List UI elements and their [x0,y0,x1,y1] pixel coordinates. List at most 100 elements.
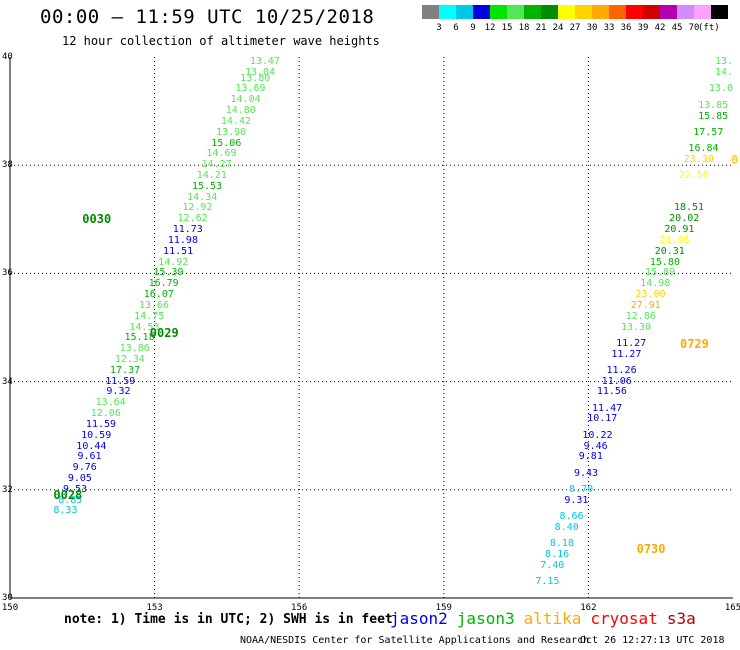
colorbar-swatch [626,5,643,19]
satellite-legend-altika: altika [523,609,582,628]
wave-height-point: 8.18 [549,537,574,549]
x-tick-label: 165 [724,603,740,613]
x-tick-label: 156 [291,603,308,613]
colorbar-label: 70 [688,23,700,33]
wave-height-point: 13.69 [235,83,266,95]
colorbar-label: 33 [603,23,615,33]
wave-height-point: 20.31 [654,245,685,257]
x-tick-label: 162 [580,603,597,613]
x-tick-label: 150 [1,603,19,613]
wave-height-point: 8.16 [545,548,570,560]
wave-height-point: 13. [714,56,733,68]
wave-height-point: 21.95 [659,234,690,246]
wave-height-point: 13.0 [708,83,733,95]
wave-height-point: 13.80 [240,72,271,84]
wave-height-point: 8.40 [554,521,579,533]
colorbar-label: 21 [535,23,547,33]
wave-height-point: 15.18 [124,332,155,344]
wave-height-point: 12.92 [182,202,213,214]
y-tick-label: 30 [2,593,13,603]
colorbar-swatch [507,5,524,19]
wave-height-point: 10.44 [76,440,107,452]
colorbar-swatch [422,5,439,19]
colorbar-swatch [558,5,575,19]
colorbar-label: 12 [484,23,496,33]
wave-height-point: 16.79 [148,278,179,290]
wave-height-point: 11.26 [606,364,637,376]
wave-height-point: 11.47 [592,402,623,414]
wave-height-point: 15.85 [698,110,729,122]
wave-height-point: 14.75 [134,310,165,322]
wave-height-point: 14.80 [225,105,256,117]
wave-height-point: 9.05 [67,472,92,484]
wave-height-point: 14.42 [220,115,251,127]
wave-height-point: 7.40 [540,559,565,571]
wave-height-point: 11.98 [167,234,198,246]
wave-height-point: 14.04 [230,94,261,106]
satellite-legend-s3a: s3a [666,609,696,628]
wave-height-point: 14.53 [129,321,160,333]
wave-height-point: 22.50 [678,170,709,182]
wave-height-point: 9.76 [72,462,97,474]
wave-height-point: 7.15 [535,575,560,587]
wave-height-point: 12.86 [625,310,656,322]
page-title: 00:00 – 11:59 UTC 10/25/2018 [40,6,375,28]
colorbar-swatch [694,5,711,19]
colorbar-label: 6 [453,23,459,33]
colorbar-swatch [490,5,507,19]
colorbar-swatch [677,5,694,19]
wave-height-point: 20.91 [664,224,695,236]
wave-height-point: 16.84 [688,142,719,154]
colorbar-swatch [456,5,473,19]
wave-height-point: 27.91 [630,299,661,311]
y-tick-label: 34 [2,376,13,387]
wave-height-point: 10.17 [587,413,618,425]
colorbar-label: 42 [654,23,666,33]
colorbar-label: 30 [586,23,598,33]
wave-height-point: 8.85 [58,494,83,506]
colorbar-swatch [439,5,456,19]
colorbar-label: 18 [518,23,530,33]
wave-height-point: 11.27 [611,348,642,360]
colorbar-label: 36 [620,23,632,33]
pass-time-label: 0030 [82,212,112,227]
wave-height-point: 13.66 [138,299,170,311]
pass-time-label: 0028 [53,488,83,503]
colorbar-label: 15 [501,23,513,33]
colorbar-label: 9 [470,23,476,33]
wave-height-point: 15.89 [645,267,676,279]
wave-height-point: 14.27 [201,159,232,171]
wave-height-point: 8.70 [569,483,594,495]
wave-height-point: 13.30 [620,321,652,333]
colorbar-swatch [524,5,541,19]
wave-height-point: 14. [714,67,733,79]
page-subtitle: 12 hour collection of altimeter wave hei… [62,34,380,48]
wave-height-point: 8.66 [559,510,584,522]
y-tick-label: 32 [2,484,13,495]
wave-height-point: 9.43 [573,467,599,479]
wave-height-point: 16.07 [143,289,174,301]
colorbar-label: 45 [671,23,683,33]
wave-height-point: 18.51 [673,202,705,214]
colorbar-swatch [609,5,626,19]
wave-height-point: 11.06 [601,375,632,387]
colorbar-unit: (ft) [698,23,720,33]
y-tick-label: 38 [2,160,13,171]
wave-height-point: 12.62 [177,213,208,225]
footer-timestamp: Oct 26 12:27:13 UTC 2018 [580,635,725,646]
wave-height-point: 9.61 [77,451,102,463]
wave-height-point: 11.59 [85,418,117,430]
colorbar-label: 39 [637,23,649,33]
wave-height-point: 23.30 [683,153,714,165]
wave-height-point: 15.39 [153,267,184,279]
wave-height-point: 13.64 [95,397,126,409]
footer-credit: NOAA/NESDIS Center for Satellite Applica… [240,635,590,646]
y-tick-label: 36 [2,268,13,279]
wave-height-point: 11.73 [172,224,203,236]
wave-height-point: 15.53 [191,180,223,192]
colorbar-swatch [575,5,592,19]
wave-height-point: 13.90 [216,126,247,138]
y-tick-label: 40 [2,52,13,62]
wave-height-point: 17.37 [110,364,141,376]
wave-height-point: 8.33 [53,505,78,517]
